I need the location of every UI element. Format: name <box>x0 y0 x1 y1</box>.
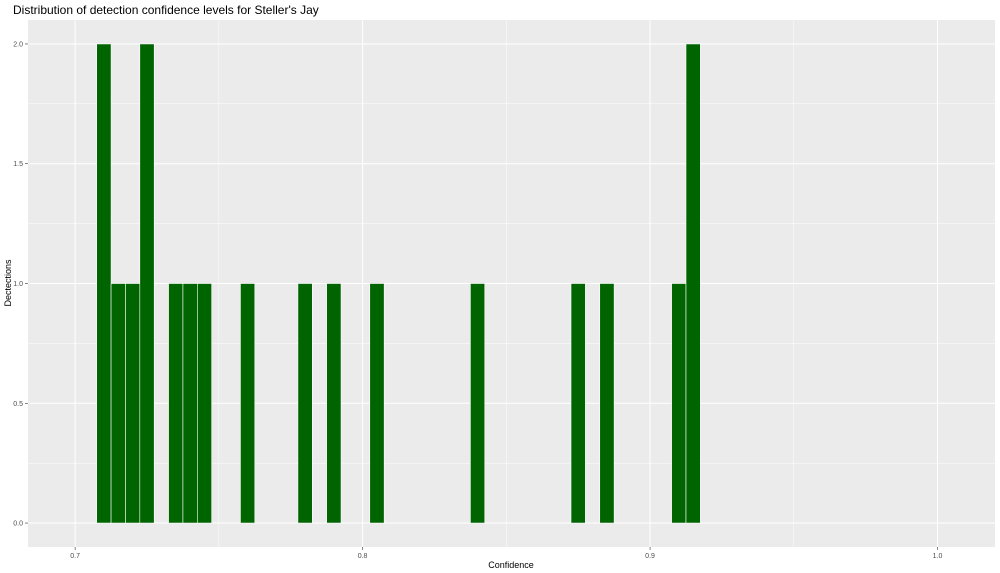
histogram-bar <box>182 283 198 524</box>
x-tick-label: 0.9 <box>645 553 655 560</box>
y-tick-label: 1.5 <box>13 161 23 168</box>
histogram-bar <box>326 283 342 524</box>
y-tick-label: 0.5 <box>13 401 23 408</box>
histogram-bar <box>96 43 112 524</box>
x-tick-label: 0.7 <box>70 553 80 560</box>
y-tick-label: 2.0 <box>13 41 23 48</box>
histogram-bar <box>297 283 313 524</box>
histogram-bar <box>125 283 141 524</box>
histogram-bar <box>240 283 256 524</box>
chart-title: Distribution of detection confidence lev… <box>13 3 319 17</box>
histogram-bar <box>369 283 385 524</box>
histogram-bar <box>685 43 701 524</box>
histogram-bar <box>139 43 155 524</box>
y-tick-label: 1.0 <box>13 281 23 288</box>
x-axis-label: Confidence <box>488 560 534 570</box>
histogram-bar <box>110 283 126 524</box>
histogram-bar <box>197 283 212 524</box>
y-tick-label: 0.0 <box>13 521 23 528</box>
histogram-bar <box>570 283 586 524</box>
histogram-bar <box>671 283 687 524</box>
x-tick-label: 0.8 <box>358 553 368 560</box>
histogram-bar <box>168 283 184 524</box>
x-tick-label: 1.0 <box>933 553 943 560</box>
y-axis-label: Dectections <box>3 259 13 307</box>
histogram-bar <box>470 283 486 524</box>
histogram-bar <box>599 283 615 524</box>
